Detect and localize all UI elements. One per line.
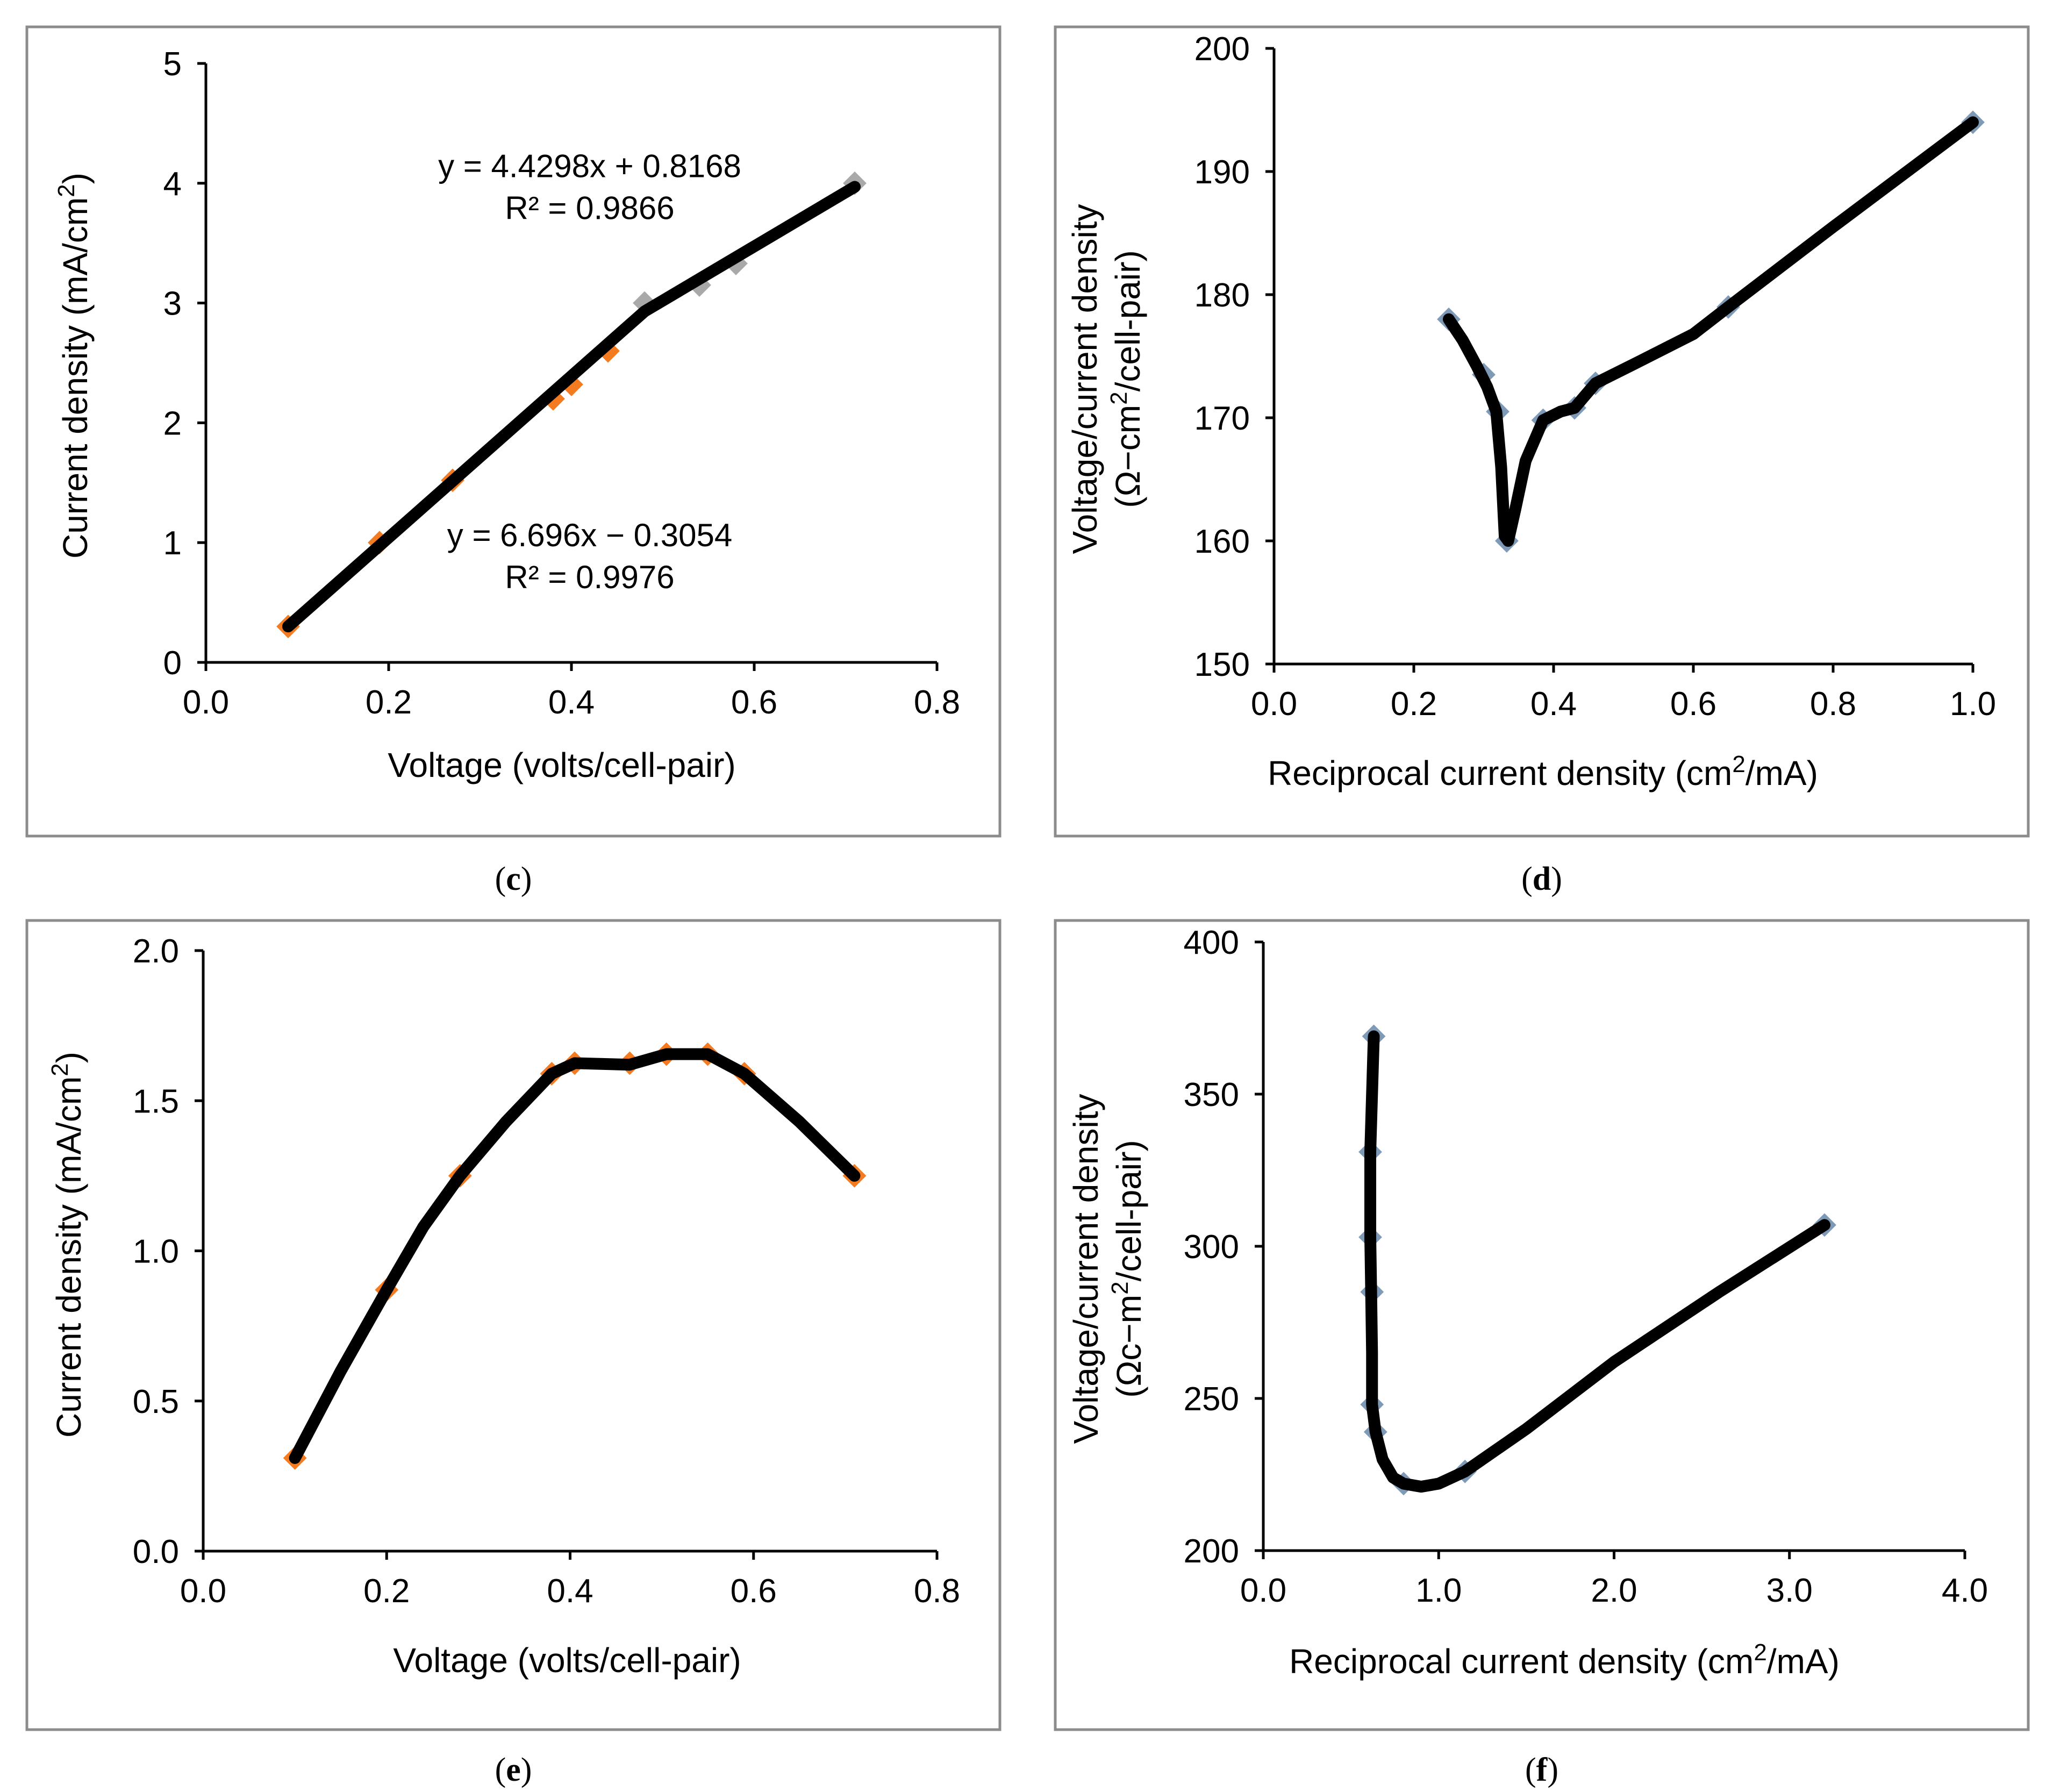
panel-d-y-tick-label: 190 (1194, 154, 1250, 191)
panel-e-x-tick-label: 0.2 (363, 1573, 410, 1610)
panel-e-x-tick-label: 0.4 (547, 1573, 593, 1610)
panel-f-frame (1054, 919, 2030, 1731)
panel-c-r-squared: R² = 0.9976 (505, 559, 674, 595)
panel-e-y-tick-label: 1.5 (133, 1083, 179, 1120)
panel-d-x-tick-label: 0.0 (1251, 686, 1297, 723)
panel-c-trend-line (282, 181, 861, 633)
panel-c-y-tick-label: 1 (163, 525, 182, 562)
panel-f-y-tick-label: 350 (1184, 1076, 1239, 1113)
panel-e-y-axis-label: Current density (mA/cm2) (47, 1052, 89, 1438)
panel-d-x-axis-label: Reciprocal current density (cm2/mA) (1268, 751, 1818, 793)
panel-f-y-tick-label: 300 (1184, 1229, 1239, 1266)
panel-c-regression-equation: y = 4.4298x + 0.8168 (438, 148, 741, 184)
panel-e-x-axis-label: Voltage (volts/cell-pair) (393, 1641, 741, 1680)
panel-f-x-tick-label: 4.0 (1942, 1572, 1988, 1609)
panel-d-y-axis-label-units: (Ω−cm2/cell-pair) (1106, 250, 1148, 508)
panel-d-x-tick-label: 0.4 (1530, 686, 1577, 723)
panel-d-y-tick-label: 200 (1194, 31, 1250, 68)
panel-f-x-tick-label: 1.0 (1415, 1572, 1462, 1609)
panel-d-x-tick-label: 1.0 (1950, 686, 1996, 723)
panel-c-x-tick-label: 0.2 (366, 684, 412, 721)
panel-d-y-tick-label: 160 (1194, 523, 1250, 560)
panel-c-y-tick-label: 4 (163, 166, 182, 203)
panel-e-caption: (e) (495, 1752, 532, 1788)
panel-e-frame (25, 919, 1001, 1731)
panel-e-y-tick-label: 0.5 (133, 1383, 179, 1420)
panel-c-y-tick-label: 5 (163, 46, 182, 83)
panel-d: 0.0 0.2 0.4 0.6 0.8 1.0 150 160 170 180 190 200 Rec… (1054, 25, 2030, 897)
panel-e-y-tick-label: 0.0 (133, 1533, 179, 1570)
panel-f-x-tick-label: 0.0 (1240, 1572, 1286, 1609)
panel-e-trend-line (289, 1048, 861, 1464)
panel-f-y-axis-label-units: (Ωc−m2/cell-pair) (1107, 1140, 1149, 1397)
panel-d-x-tick-label: 0.6 (1670, 686, 1716, 723)
panel-f-x-tick-label: 2.0 (1591, 1572, 1637, 1609)
panel-e-y-tick-label: 1.0 (133, 1233, 179, 1270)
panel-d-caption: (d) (1521, 861, 1562, 897)
panel-f-y-tick-label: 200 (1184, 1533, 1239, 1570)
panel-c-r-squared: R² = 0.9866 (505, 190, 674, 226)
panel-d-x-tick-label: 0.2 (1391, 686, 1437, 723)
panel-f-trend-line (1364, 1030, 1830, 1493)
panel-d-y-tick-label: 180 (1194, 277, 1250, 314)
panel-c-x-axis-label: Voltage (volts/cell-pair) (388, 746, 735, 784)
panel-c-caption: (c) (495, 861, 532, 897)
panel-c: 0.0 0.2 0.4 0.6 0.8 0 1 2 3 4 5 y = 4.4298x + 0.816… (25, 25, 1001, 897)
panel-c-y-axis-label: Current density (mA/cm2) (53, 173, 95, 559)
panel-f-y-tick-label: 250 (1184, 1381, 1239, 1418)
panel-c-y-tick-label: 2 (163, 405, 182, 442)
panel-d-y-tick-label: 150 (1194, 646, 1250, 683)
panel-f-x-tick-label: 3.0 (1766, 1572, 1813, 1609)
panel-c-x-tick-label: 0.0 (183, 684, 229, 721)
panel-c-x-tick-label: 0.4 (548, 684, 595, 721)
panel-e: 0.0 0.2 0.4 0.6 0.8 0.0 0.5 1.0 1.5 2.0 Voltage (… (25, 919, 1001, 1788)
panel-c-regression-equation: y = 6.696x − 0.3054 (447, 517, 732, 553)
panel-e-x-tick-label: 0.8 (914, 1573, 960, 1610)
panel-e-x-tick-label: 0.0 (180, 1573, 226, 1610)
panel-f-caption: (f) (1525, 1752, 1558, 1788)
panel-f: 0.0 1.0 2.0 3.0 4.0 200 250 300 350 400 Reciproca… (1054, 919, 2030, 1788)
panel-d-trend-line (1443, 116, 1979, 547)
panel-d-y-axis-label: Voltage/current density (1065, 204, 1104, 554)
panel-c-x-tick-label: 0.8 (914, 684, 960, 721)
panel-e-y-tick-label: 2.0 (133, 933, 179, 970)
panel-c-y-tick-label: 0 (163, 645, 182, 682)
panel-f-x-axis-label: Reciprocal current density (cm2/mA) (1289, 1639, 1840, 1681)
panel-f-y-tick-label: 400 (1184, 924, 1239, 961)
panel-d-y-tick-label: 170 (1194, 400, 1250, 437)
panel-f-y-axis-label: Voltage/current density (1067, 1094, 1105, 1444)
panel-c-y-tick-label: 3 (163, 285, 182, 323)
panel-e-x-tick-label: 0.6 (731, 1573, 777, 1610)
panel-d-x-tick-label: 0.8 (1810, 686, 1856, 723)
panel-c-x-tick-label: 0.6 (731, 684, 777, 721)
